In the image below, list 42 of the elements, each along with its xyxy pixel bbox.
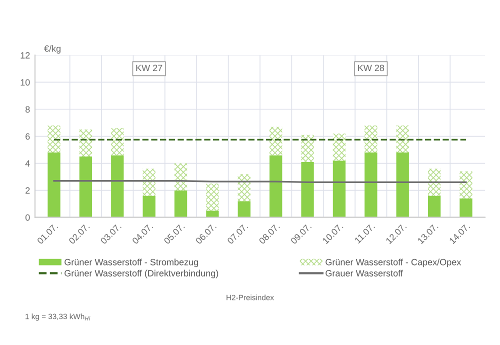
bar (301, 134, 314, 162)
bar (396, 125, 409, 152)
bar (301, 162, 314, 218)
bar (238, 174, 250, 202)
bar (79, 156, 92, 218)
bar (142, 168, 156, 196)
y-tick-label: 0 (25, 214, 30, 221)
y-tick-label: 4 (25, 160, 30, 167)
y-tick-label: 10 (20, 79, 30, 86)
y-axis-title: €/kg (44, 45, 60, 54)
bar (364, 125, 378, 152)
bar (206, 210, 219, 218)
y-tick-label: 12 (20, 52, 30, 58)
bar (364, 152, 378, 218)
bar (460, 171, 472, 198)
bar (111, 155, 124, 218)
bar (270, 126, 282, 156)
annotation: KW 27 (136, 64, 162, 72)
legend-label: Grüner Wasserstoff (Direktverbindung) (64, 270, 218, 278)
legend-label: Grüner Wasserstoff - Capex/Opex (326, 258, 462, 268)
bar (206, 184, 219, 211)
bar (460, 198, 472, 218)
annotation: KW 28 (358, 64, 384, 72)
bar (270, 155, 282, 218)
bar (48, 125, 60, 152)
bar (396, 152, 409, 218)
bar (174, 163, 188, 190)
bar (142, 196, 156, 218)
bar (79, 130, 92, 157)
y-tick-label: 6 (26, 133, 30, 140)
bar (238, 201, 250, 218)
legend-label: Grauer Wasserstoff (326, 270, 403, 276)
bar (174, 190, 188, 218)
bar (48, 152, 60, 218)
bar (428, 168, 441, 196)
legend-label: Grüner Wasserstoff - Strombezug (64, 258, 198, 268)
bar (428, 196, 441, 218)
y-tick-label: 2 (26, 187, 30, 194)
bar (332, 134, 346, 161)
bar (332, 160, 346, 218)
bar (111, 128, 124, 156)
y-tick-label: 8 (26, 106, 30, 113)
